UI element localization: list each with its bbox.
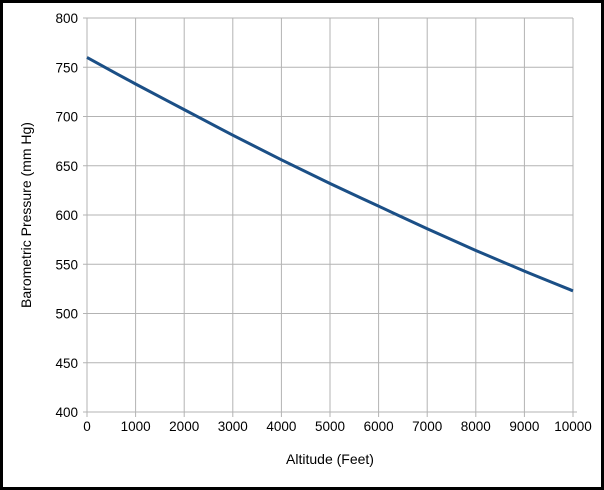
x-tick-label: 6000 (364, 419, 394, 434)
x-tick-label: 10000 (554, 419, 592, 434)
x-tick-label: 0 (83, 419, 91, 434)
y-tick-label: 700 (55, 110, 78, 125)
y-tick-label: 600 (55, 208, 78, 223)
y-tick-label: 650 (55, 159, 78, 174)
x-tick-label: 9000 (509, 419, 539, 434)
x-tick-label: 2000 (169, 419, 199, 434)
x-tick-label: 5000 (315, 419, 345, 434)
y-tick-label: 800 (55, 11, 78, 26)
y-tick-label: 550 (55, 257, 78, 272)
y-tick-label: 500 (55, 307, 78, 322)
y-tick-label: 400 (55, 405, 78, 420)
y-tick-label: 750 (55, 60, 78, 75)
x-tick-label: 8000 (461, 419, 491, 434)
x-tick-label: 1000 (121, 419, 151, 434)
x-tick-label: 4000 (266, 419, 296, 434)
x-tick-label: 7000 (412, 419, 442, 434)
y-tick-label: 450 (55, 356, 78, 371)
y-axis-title: Barometric Pressure (mm Hg) (18, 122, 34, 308)
pressure-line (86, 56, 574, 293)
x-tick-label: 3000 (218, 419, 248, 434)
x-axis-title: Altitude (Feet) (286, 451, 374, 467)
